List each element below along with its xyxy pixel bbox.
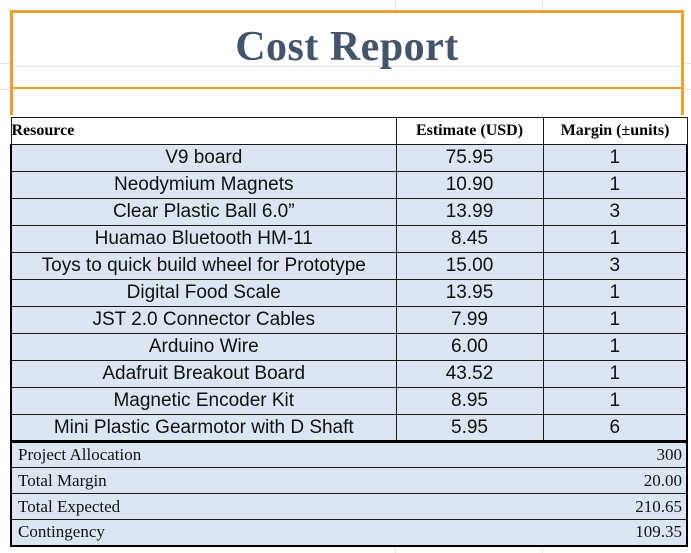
table-row: Adafruit Breakout Board 43.52 1 bbox=[10, 360, 688, 388]
table-row: Huamao Bluetooth HM-11 8.45 1 bbox=[10, 225, 688, 253]
cost-table: Resource Estimate (USD) Margin (±units) … bbox=[10, 117, 688, 547]
summary-body: Project Allocation 300 Total Margin 20.00 To… bbox=[10, 441, 688, 547]
resource-cell[interactable]: JST 2.0 Connector Cables bbox=[10, 306, 397, 334]
estimate-cell[interactable]: 75.95 bbox=[395, 144, 544, 172]
table-row: Digital Food Scale 13.95 1 bbox=[10, 279, 688, 307]
table-row: V9 board 75.95 1 bbox=[10, 144, 688, 172]
items-body: V9 board 75.95 1 Neodymium Magnets 10.90 1 Cle… bbox=[10, 144, 688, 443]
summary-value: 210.65 bbox=[635, 496, 682, 516]
summary-value: 20.00 bbox=[643, 470, 682, 490]
summary-label: Total Margin bbox=[18, 470, 107, 490]
summary-row: Contingency 109.35 bbox=[10, 519, 688, 547]
resource-cell[interactable]: Huamao Bluetooth HM-11 bbox=[10, 225, 397, 253]
table-row: Neodymium Magnets 10.90 1 bbox=[10, 171, 688, 199]
table-row: Mini Plastic Gearmotor with D Shaft 5.95 6 bbox=[10, 414, 688, 443]
header-row: Resource Estimate (USD) Margin (±units) bbox=[10, 117, 688, 145]
margin-cell[interactable]: 1 bbox=[542, 171, 688, 199]
margin-cell[interactable]: 1 bbox=[542, 333, 688, 361]
margin-cell[interactable]: 1 bbox=[542, 225, 688, 253]
summary-label: Contingency bbox=[18, 522, 105, 542]
column-header-estimate[interactable]: Estimate (USD) bbox=[395, 117, 544, 145]
estimate-cell[interactable]: 10.90 bbox=[395, 171, 544, 199]
summary-row: Total Expected 210.65 bbox=[10, 493, 688, 520]
margin-cell[interactable]: 1 bbox=[542, 279, 688, 307]
margin-cell[interactable]: 1 bbox=[542, 306, 688, 334]
margin-cell[interactable]: 3 bbox=[542, 198, 688, 226]
margin-cell[interactable]: 6 bbox=[542, 414, 688, 443]
title-box: Cost Report bbox=[10, 10, 684, 90]
title-spacer bbox=[10, 89, 684, 115]
summary-label: Total Expected bbox=[18, 496, 121, 516]
gridline bbox=[13, 66, 681, 67]
summary-row: Project Allocation 300 bbox=[10, 441, 688, 468]
summary-row: Total Margin 20.00 bbox=[10, 467, 688, 494]
estimate-cell[interactable]: 13.99 bbox=[395, 198, 544, 226]
estimate-cell[interactable]: 43.52 bbox=[395, 360, 544, 388]
table-row: Toys to quick build wheel for Prototype 1… bbox=[10, 252, 688, 280]
resource-cell[interactable]: Mini Plastic Gearmotor with D Shaft bbox=[10, 414, 397, 443]
summary-label: Project Allocation bbox=[18, 445, 142, 464]
summary-value: 109.35 bbox=[635, 522, 682, 542]
margin-cell[interactable]: 1 bbox=[542, 387, 688, 415]
margin-cell[interactable]: 3 bbox=[542, 252, 688, 280]
estimate-cell[interactable]: 8.95 bbox=[395, 387, 544, 415]
estimate-cell[interactable]: 6.00 bbox=[395, 333, 544, 361]
resource-cell[interactable]: Digital Food Scale bbox=[10, 279, 397, 307]
resource-cell[interactable]: Clear Plastic Ball 6.0” bbox=[10, 198, 397, 226]
resource-cell[interactable]: V9 board bbox=[10, 144, 397, 172]
estimate-cell[interactable]: 7.99 bbox=[395, 306, 544, 334]
estimate-cell[interactable]: 13.95 bbox=[395, 279, 544, 307]
table-row: Clear Plastic Ball 6.0” 13.99 3 bbox=[10, 198, 688, 226]
page-title: Cost Report bbox=[235, 24, 459, 70]
column-header-resource[interactable]: Resource bbox=[10, 117, 397, 145]
summary-value: 300 bbox=[656, 445, 683, 464]
table-row: Arduino Wire 6.00 1 bbox=[10, 333, 688, 361]
margin-cell[interactable]: 1 bbox=[542, 360, 688, 388]
summary-cell[interactable]: Total Margin 20.00 bbox=[10, 467, 688, 494]
summary-cell[interactable]: Contingency 109.35 bbox=[10, 519, 688, 547]
resource-cell[interactable]: Magnetic Encoder Kit bbox=[10, 387, 397, 415]
resource-cell[interactable]: Arduino Wire bbox=[10, 333, 397, 361]
summary-cell[interactable]: Project Allocation 300 bbox=[10, 441, 688, 468]
table-row: JST 2.0 Connector Cables 7.99 1 bbox=[10, 306, 688, 334]
table-row: Magnetic Encoder Kit 8.95 1 bbox=[10, 387, 688, 415]
estimate-cell[interactable]: 5.95 bbox=[395, 414, 544, 443]
resource-cell[interactable]: Adafruit Breakout Board bbox=[10, 360, 397, 388]
resource-cell[interactable]: Neodymium Magnets bbox=[10, 171, 397, 199]
estimate-cell[interactable]: 8.45 bbox=[395, 225, 544, 253]
resource-cell[interactable]: Toys to quick build wheel for Prototype bbox=[10, 252, 397, 280]
column-header-margin[interactable]: Margin (±units) bbox=[542, 117, 688, 145]
margin-cell[interactable]: 1 bbox=[542, 144, 688, 172]
estimate-cell[interactable]: 15.00 bbox=[395, 252, 544, 280]
summary-cell[interactable]: Total Expected 210.65 bbox=[10, 493, 688, 520]
